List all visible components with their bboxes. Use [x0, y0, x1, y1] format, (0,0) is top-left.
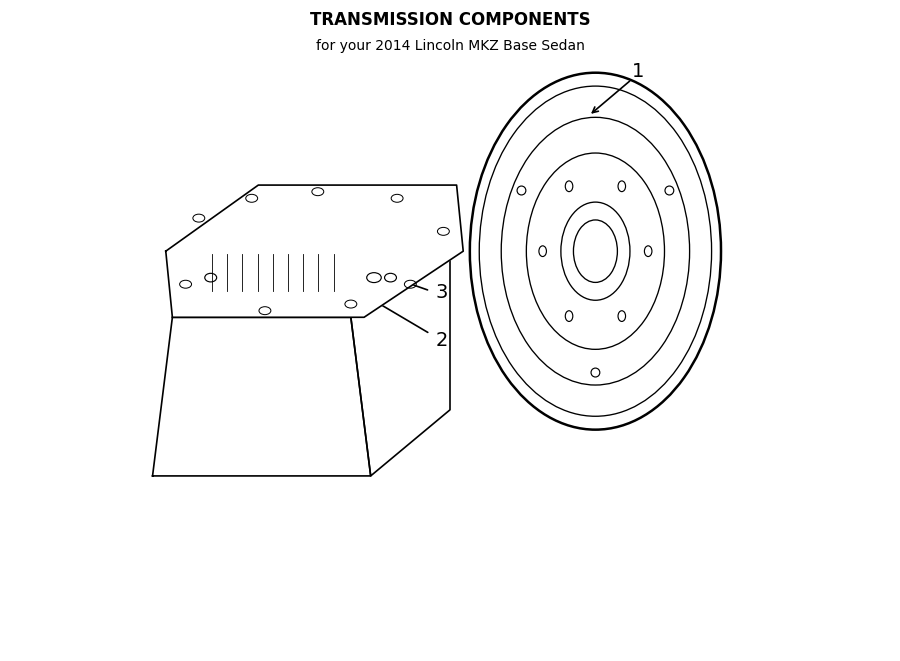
Polygon shape	[153, 317, 371, 476]
Polygon shape	[351, 251, 450, 476]
Polygon shape	[199, 251, 371, 294]
Text: 4: 4	[315, 223, 328, 242]
Polygon shape	[351, 254, 404, 288]
Text: 1: 1	[632, 62, 644, 81]
Polygon shape	[166, 185, 464, 317]
Text: for your 2014 Lincoln MKZ Base Sedan: for your 2014 Lincoln MKZ Base Sedan	[316, 39, 584, 54]
Text: 3: 3	[436, 283, 448, 301]
Text: TRANSMISSION COMPONENTS: TRANSMISSION COMPONENTS	[310, 11, 590, 29]
Text: 2: 2	[436, 331, 448, 350]
Polygon shape	[173, 251, 450, 317]
